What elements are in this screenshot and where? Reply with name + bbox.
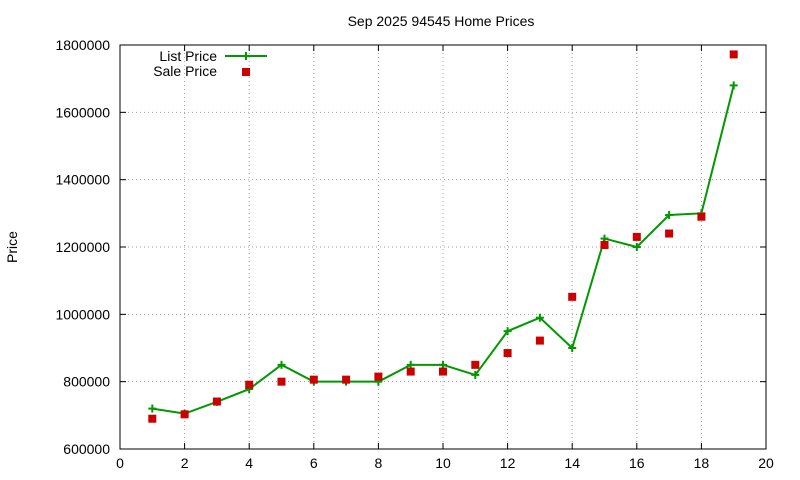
x-tick-label: 8 — [375, 455, 383, 471]
grid-lines — [120, 45, 766, 449]
legend: List Price Sale Price — [153, 48, 267, 79]
list-price-point — [729, 81, 738, 90]
sale-price-point — [342, 375, 351, 384]
sale-price-point — [180, 410, 189, 419]
axis-ticks: 0 2 4 6 8 10 12 14 16 18 20 600000 800000 1000000 1200… — [55, 37, 774, 471]
list-price-point — [439, 360, 447, 369]
y-tick-label: 1000000 — [55, 306, 110, 322]
sale-price-point — [503, 349, 512, 358]
x-tick-label: 12 — [500, 455, 516, 471]
list-price-point — [277, 360, 286, 369]
list-price-point — [148, 404, 157, 413]
x-tick-label: 14 — [564, 455, 580, 471]
x-tick-label: 0 — [116, 455, 124, 471]
x-tick-label: 6 — [310, 455, 318, 471]
x-tick-label: 18 — [694, 455, 710, 471]
sale-price-point — [277, 377, 286, 386]
sale-price-point — [374, 372, 383, 381]
sale-price-point — [535, 336, 544, 345]
y-axis-label: Price — [4, 231, 20, 263]
sale-price-point — [406, 367, 415, 376]
sale-price-point — [665, 229, 674, 238]
y-tick-label: 600000 — [63, 441, 110, 457]
sale-price-point — [148, 414, 157, 423]
x-tick-label: 2 — [181, 455, 189, 471]
y-tick-label: 1200000 — [55, 239, 110, 255]
x-tick-label: 4 — [245, 455, 253, 471]
sale-price-point — [471, 360, 480, 369]
legend-plus — [242, 52, 250, 60]
list-price-point — [632, 243, 641, 251]
x-tick-label: 10 — [435, 455, 451, 471]
x-tick-label: 16 — [629, 455, 645, 471]
legend-marker-sale-price — [242, 68, 250, 76]
sale-price-point — [245, 380, 254, 389]
list-price-point — [535, 313, 544, 322]
y-tick-label: 800000 — [63, 374, 110, 390]
series-layer — [148, 50, 738, 423]
list-price-point — [665, 211, 674, 220]
y-tick-label: 1800000 — [55, 37, 110, 53]
y-tick-label: 1600000 — [55, 104, 110, 120]
sale-price-point — [309, 375, 318, 384]
list-price-point — [503, 327, 512, 336]
list-price-point — [568, 344, 577, 352]
y-tick-label: 1400000 — [55, 172, 110, 188]
legend-label-sale-price: Sale Price — [153, 63, 217, 79]
chart-title: Sep 2025 94545 Home Prices — [348, 13, 535, 29]
sale-price-point — [697, 212, 706, 221]
legend-label-list-price: List Price — [159, 48, 217, 64]
sale-price-point — [600, 240, 609, 249]
list-price-point — [471, 370, 480, 379]
sale-price-point — [568, 292, 577, 301]
sale-price-point — [729, 50, 738, 59]
sale-price-point — [632, 232, 641, 241]
legend-marker-list-price — [242, 52, 250, 60]
list-price-point — [406, 360, 415, 369]
sale-price-point — [212, 397, 221, 406]
sale-price-point — [439, 367, 447, 376]
x-tick-label: 20 — [758, 455, 774, 471]
